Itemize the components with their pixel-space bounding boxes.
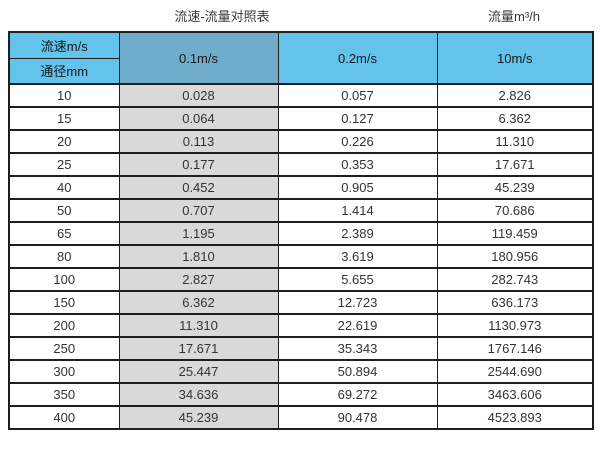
flow-value-cell: 34.636 — [118, 382, 279, 407]
flow-value-cell: 17.671 — [436, 152, 594, 177]
flow-value-cell: 636.173 — [436, 290, 594, 315]
flow-value-cell: 4523.893 — [436, 405, 594, 430]
flow-value-cell: 0.113 — [118, 129, 279, 154]
flow-value-cell: 0.057 — [277, 83, 438, 108]
flow-value-cell: 1.195 — [118, 221, 279, 246]
flow-value-cell: 22.619 — [277, 313, 438, 338]
table-row: 250 17.671 35.343 1767.146 — [8, 336, 594, 361]
flow-value-cell: 69.272 — [277, 382, 438, 407]
diameter-cell: 350 — [8, 382, 120, 407]
table-row: 25 0.177 0.353 17.671 — [8, 152, 594, 177]
flow-value-cell: 6.362 — [118, 290, 279, 315]
header-row-velocity: 流速m/s 0.1m/s 0.2m/s 10m/s — [8, 31, 594, 85]
diameter-cell: 300 — [8, 359, 120, 384]
flow-value-cell: 2.827 — [118, 267, 279, 292]
table-row: 300 25.447 50.894 2544.690 — [8, 359, 594, 384]
diameter-cell: 20 — [8, 129, 120, 154]
diameter-cell: 150 — [8, 290, 120, 315]
diameter-cell: 15 — [8, 106, 120, 131]
flow-rate-table: 流速m/s 0.1m/s 0.2m/s 10m/s 通径mm 10 0.028 0.… — [8, 31, 594, 430]
flow-value-cell: 50.894 — [277, 359, 438, 384]
titlebar: 流速-流量对照表 流量m³/h — [0, 0, 600, 31]
table-row: 65 1.195 2.389 119.459 — [8, 221, 594, 246]
flow-value-cell: 3.619 — [277, 244, 438, 269]
flow-value-cell: 0.127 — [277, 106, 438, 131]
header-diameter-label: 通径mm — [8, 57, 120, 85]
flow-value-cell: 1767.146 — [436, 336, 594, 361]
flow-value-cell: 1.810 — [118, 244, 279, 269]
diameter-cell: 250 — [8, 336, 120, 361]
flow-value-cell: 0.028 — [118, 83, 279, 108]
header-col-0.1ms: 0.1m/s — [118, 31, 279, 85]
diameter-cell: 400 — [8, 405, 120, 430]
flow-value-cell: 1130.973 — [436, 313, 594, 338]
diameter-cell: 200 — [8, 313, 120, 338]
flow-value-cell: 119.459 — [436, 221, 594, 246]
flow-table-header: 流速m/s 0.1m/s 0.2m/s 10m/s 通径mm — [8, 31, 594, 85]
flow-value-cell: 25.447 — [118, 359, 279, 384]
table-title: 流速-流量对照表 — [174, 9, 270, 24]
diameter-cell: 40 — [8, 175, 120, 200]
flow-value-cell: 0.226 — [277, 129, 438, 154]
table-row: 100 2.827 5.655 282.743 — [8, 267, 594, 292]
flow-value-cell: 3463.606 — [436, 382, 594, 407]
diameter-cell: 65 — [8, 221, 120, 246]
table-row: 400 45.239 90.478 4523.893 — [8, 405, 594, 430]
header-velocity-label: 流速m/s — [8, 31, 120, 59]
flow-value-cell: 2.826 — [436, 83, 594, 108]
flow-value-cell: 11.310 — [436, 129, 594, 154]
flow-value-cell: 1.414 — [277, 198, 438, 223]
diameter-cell: 80 — [8, 244, 120, 269]
header-col-0.2ms: 0.2m/s — [277, 31, 438, 85]
table-row: 350 34.636 69.272 3463.606 — [8, 382, 594, 407]
flow-value-cell: 35.343 — [277, 336, 438, 361]
flow-value-cell: 90.478 — [277, 405, 438, 430]
diameter-cell: 25 — [8, 152, 120, 177]
flow-value-cell: 0.905 — [277, 175, 438, 200]
header-row-diameter: 通径mm — [8, 57, 593, 85]
flow-value-cell: 282.743 — [436, 267, 594, 292]
table-row: 20 0.113 0.226 11.310 — [8, 129, 594, 154]
flow-value-cell: 2.389 — [277, 221, 438, 246]
flow-value-cell: 0.452 — [118, 175, 279, 200]
table-row: 50 0.707 1.414 70.686 — [8, 198, 594, 223]
flow-value-cell: 11.310 — [118, 313, 279, 338]
flow-value-cell: 180.956 — [436, 244, 594, 269]
flow-value-cell: 6.362 — [436, 106, 594, 131]
flow-value-cell: 5.655 — [277, 267, 438, 292]
flow-value-cell: 0.064 — [118, 106, 279, 131]
table-row: 80 1.810 3.619 180.956 — [8, 244, 594, 269]
flow-value-cell: 12.723 — [277, 290, 438, 315]
diameter-cell: 50 — [8, 198, 120, 223]
table-row: 150 6.362 12.723 636.173 — [8, 290, 594, 315]
header-col-10ms: 10m/s — [436, 31, 594, 85]
table-row: 40 0.452 0.905 45.239 — [8, 175, 594, 200]
flow-value-cell: 0.707 — [118, 198, 279, 223]
flow-value-cell: 0.353 — [277, 152, 438, 177]
diameter-cell: 10 — [8, 83, 120, 108]
flow-table-body: 10 0.028 0.057 2.826 15 0.064 0.127 6.362 20 0.11… — [8, 83, 594, 430]
table-row: 15 0.064 0.127 6.362 — [8, 106, 594, 131]
table-row: 10 0.028 0.057 2.826 — [8, 83, 594, 108]
flow-value-cell: 0.177 — [118, 152, 279, 177]
flow-unit-label: 流量m³/h — [487, 9, 540, 24]
flow-value-cell: 70.686 — [436, 198, 594, 223]
flow-value-cell: 45.239 — [118, 405, 279, 430]
diameter-cell: 100 — [8, 267, 120, 292]
flow-value-cell: 17.671 — [118, 336, 279, 361]
flow-value-cell: 45.239 — [436, 175, 594, 200]
flow-value-cell: 2544.690 — [436, 359, 594, 384]
table-row: 200 11.310 22.619 1130.973 — [8, 313, 594, 338]
